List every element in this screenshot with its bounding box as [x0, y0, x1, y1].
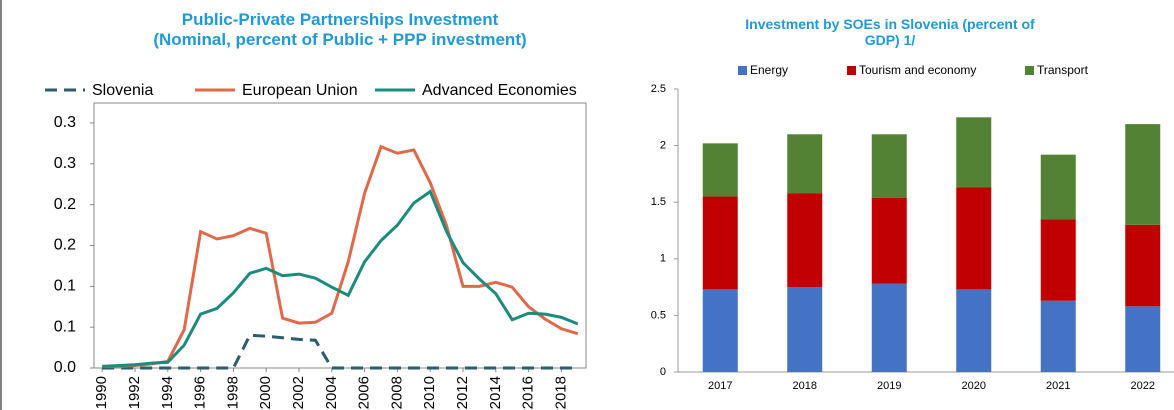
bar-segment	[871, 197, 907, 284]
chart-title: Public-Private Partnerships Investment (…	[153, 10, 527, 50]
bar-segment	[787, 193, 823, 288]
x-tick-label: 2012	[454, 376, 471, 409]
x-tick-label: 2000	[257, 376, 274, 409]
x-tick-label: 2002	[290, 376, 307, 409]
y-tick-label: 0	[660, 366, 666, 378]
y-tick-label: 0.5	[651, 309, 666, 321]
bar-segment	[1125, 306, 1161, 372]
x-tick-label: 2004	[323, 376, 340, 409]
bar-segment	[1040, 219, 1076, 301]
y-tick-label: 0.2	[54, 196, 76, 213]
x-tick-label: 1990	[93, 376, 110, 409]
legend-swatch	[847, 66, 856, 75]
x-tick-label: 2017	[708, 380, 732, 392]
x-tick-label: 1994	[159, 376, 176, 409]
bar-segment	[1040, 154, 1076, 220]
bar-segment	[1040, 300, 1076, 372]
bar-segment	[702, 143, 738, 197]
bar-segment	[956, 187, 992, 290]
bar-segment	[702, 196, 738, 290]
x-tick-label: 1998	[224, 376, 241, 409]
bar-segment	[787, 134, 823, 194]
legend-label: Tourism and economy	[859, 63, 976, 77]
y-tick-label: 0.2	[54, 237, 76, 254]
legend-label: Energy	[750, 63, 788, 77]
legend-label: European Union	[242, 82, 358, 99]
x-tick-label: 2008	[388, 376, 405, 409]
bar-segment	[871, 134, 907, 198]
y-tick-label: 0.3	[54, 114, 76, 131]
y-tick-label: 2.5	[651, 83, 666, 95]
legend-label: Advanced Economies	[422, 82, 577, 99]
x-tick-label: 2016	[520, 376, 537, 409]
x-tick-label: 2021	[1046, 380, 1070, 392]
x-tick-label: 1992	[126, 376, 143, 409]
bar-segment	[702, 289, 738, 372]
bar-segment	[1125, 124, 1161, 225]
x-tick-label: 2019	[877, 380, 901, 392]
y-tick-label: 0.3	[54, 155, 76, 172]
x-tick-label: 2020	[962, 380, 986, 392]
x-tick-label: 2006	[356, 376, 373, 409]
x-tick-label: 2010	[421, 376, 438, 409]
y-tick-label: 2	[660, 140, 666, 152]
y-tick-label: 1.5	[651, 196, 666, 208]
bar-segment	[787, 287, 823, 372]
series-line	[102, 333, 578, 370]
x-tick-label: 2022	[1131, 380, 1155, 392]
legend-label: Transport	[1037, 63, 1089, 77]
y-tick-label: 0.0	[54, 359, 76, 376]
bar-segment	[956, 289, 992, 372]
y-tick-label: 1	[660, 253, 666, 265]
chart-title: Investment by SOEs in Slovenia (percent …	[745, 16, 1035, 49]
legend-swatch	[738, 66, 747, 75]
y-tick-label: 0.1	[54, 278, 76, 295]
x-tick-label: 2018	[793, 380, 817, 392]
x-tick-label: 1996	[192, 376, 209, 409]
legend-label: Slovenia	[92, 82, 153, 99]
x-tick-label: 2018	[552, 376, 569, 409]
bar-segment	[956, 117, 992, 188]
y-tick-label: 0.1	[54, 318, 76, 335]
series-line	[102, 144, 579, 368]
series-line	[102, 189, 579, 368]
bar-segment	[871, 283, 907, 372]
legend-swatch	[1025, 66, 1034, 75]
plot-frame	[93, 102, 587, 369]
x-tick-label: 2014	[487, 376, 504, 409]
bar-segment	[1125, 224, 1161, 307]
